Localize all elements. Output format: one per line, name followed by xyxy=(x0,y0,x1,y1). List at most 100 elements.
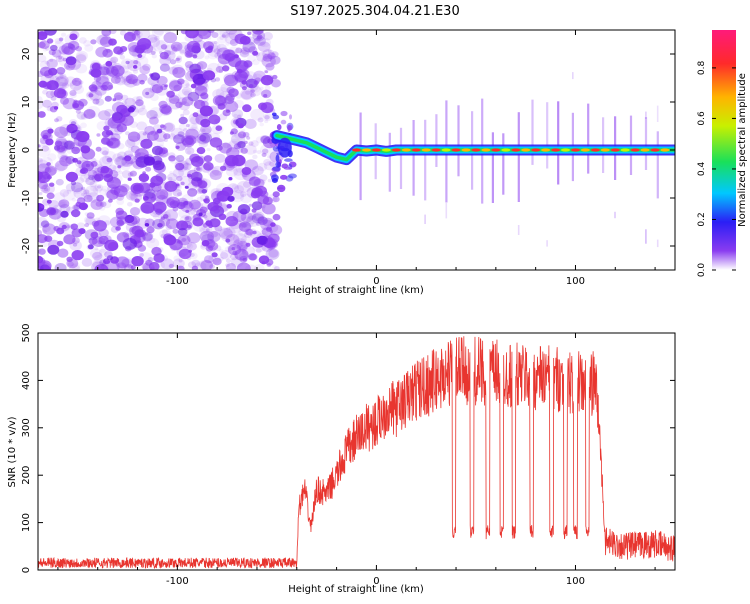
noise-speckle xyxy=(58,45,70,55)
noise-speckle xyxy=(94,247,99,251)
noise-speckle xyxy=(239,244,248,252)
noise-speckle xyxy=(121,100,128,106)
noise-speckle xyxy=(38,229,43,237)
noise-speckle xyxy=(119,30,127,36)
noise-speckle xyxy=(38,157,44,165)
noise-speckle xyxy=(69,33,78,41)
noise-speckle xyxy=(101,155,113,165)
noise-speckle xyxy=(107,241,119,251)
noise-speckle xyxy=(173,255,181,262)
noise-speckle xyxy=(271,51,279,58)
colorbar-axis: 0.0 0.2 0.4 0.6 0.8 xyxy=(697,60,736,277)
noise-speckle xyxy=(108,198,113,203)
noise-speckle xyxy=(257,194,270,205)
noise-speckle xyxy=(168,133,177,140)
noise-speckle xyxy=(252,59,260,66)
noise-speckle xyxy=(162,211,168,216)
noise-speckle xyxy=(61,49,67,55)
noise-speckle xyxy=(234,248,249,261)
noise-speckle xyxy=(55,163,65,173)
noise-speckle xyxy=(149,84,162,94)
transition-speckle xyxy=(275,161,281,168)
noise-speckle xyxy=(168,66,179,75)
noise-speckle xyxy=(40,129,52,139)
noise-speckle xyxy=(164,84,168,88)
noise-speckle xyxy=(127,146,133,151)
noise-speckle xyxy=(108,38,117,46)
noise-speckle xyxy=(140,139,153,150)
y-tick-label: -10 xyxy=(21,190,32,206)
noise-speckle xyxy=(114,127,120,133)
noise-speckle xyxy=(86,212,95,219)
noise-speckle xyxy=(137,73,148,83)
noise-speckle xyxy=(168,98,182,110)
noise-speckle xyxy=(81,186,86,191)
noise-speckle xyxy=(253,178,265,188)
noise-speckle xyxy=(242,104,252,113)
noise-speckle xyxy=(262,75,273,84)
noise-speckle xyxy=(209,137,223,148)
noise-speckle xyxy=(129,170,137,177)
noise-speckle xyxy=(257,117,264,123)
noise-speckle xyxy=(53,167,58,172)
noise-speckle xyxy=(262,217,275,228)
x-tick-label: -100 xyxy=(166,576,189,587)
noise-speckle xyxy=(269,161,276,167)
noise-speckle xyxy=(41,145,50,152)
noise-speckle xyxy=(45,84,52,90)
noise-speckle xyxy=(265,63,275,71)
noise-speckle xyxy=(257,41,271,53)
noise-speckle xyxy=(107,137,121,149)
noise-speckle xyxy=(188,199,201,210)
noise-speckle xyxy=(133,65,138,69)
noise-speckle xyxy=(219,228,233,240)
noise-speckle xyxy=(168,176,173,181)
noise-speckle xyxy=(69,44,76,49)
noise-speckle xyxy=(254,36,266,46)
noise-speckle xyxy=(76,131,90,143)
noise-speckle xyxy=(92,170,103,180)
snr-x-label: Height of straight line (km) xyxy=(288,584,424,595)
noise-speckle xyxy=(140,138,153,149)
noise-speckle xyxy=(54,140,63,147)
noise-speckle xyxy=(115,210,128,220)
noise-speckle xyxy=(176,202,186,210)
noise-speckle xyxy=(90,248,102,259)
noise-speckle xyxy=(103,174,114,183)
transition-speckle xyxy=(271,112,277,117)
noise-speckle xyxy=(187,173,192,178)
noise-speckle xyxy=(90,60,101,69)
noise-speckle xyxy=(266,74,275,82)
noise-speckle xyxy=(132,48,147,60)
noise-speckle xyxy=(239,252,249,261)
noise-speckle xyxy=(71,146,81,155)
noise-speckle xyxy=(265,226,272,232)
noise-speckle xyxy=(151,84,163,94)
noise-speckle xyxy=(205,195,210,200)
noise-speckle xyxy=(132,30,138,34)
noise-speckle xyxy=(56,240,64,247)
noise-speckle xyxy=(272,74,278,80)
snr-background xyxy=(38,333,675,570)
noise-speckle xyxy=(261,55,276,68)
noise-speckle xyxy=(151,30,164,38)
noise-speckle xyxy=(97,240,103,245)
noise-speckle xyxy=(59,201,66,207)
noise-speckle xyxy=(70,182,84,193)
noise-speckle xyxy=(201,139,207,144)
noise-speckle xyxy=(110,75,121,84)
noise-speckle xyxy=(40,204,45,208)
noise-speckle xyxy=(211,252,218,258)
noise-speckle xyxy=(83,173,91,180)
noise-speckle xyxy=(158,217,171,227)
noise-speckle xyxy=(110,226,119,233)
noise-speckle xyxy=(122,79,127,83)
snr-y-label: SNR (10 * v/v) xyxy=(7,416,18,487)
noise-speckle xyxy=(197,30,212,40)
noise-speckle xyxy=(235,47,243,54)
noise-speckle xyxy=(250,108,265,121)
noise-speckle xyxy=(251,213,264,224)
noise-speckle xyxy=(260,219,273,231)
noise-speckle xyxy=(152,40,167,52)
noise-speckle xyxy=(150,196,156,201)
